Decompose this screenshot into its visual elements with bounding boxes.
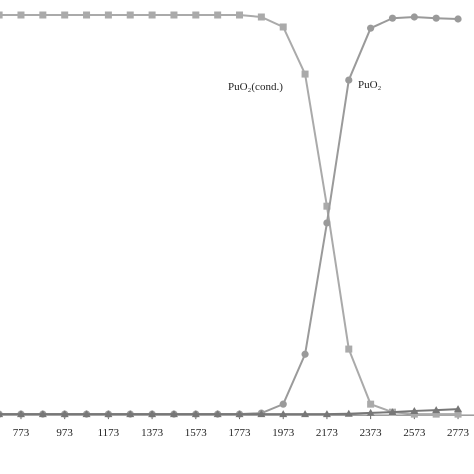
x-tick-label: 2373 (360, 427, 383, 439)
marker (16, 410, 25, 418)
marker (60, 410, 69, 418)
marker (236, 11, 244, 19)
marker (454, 15, 462, 23)
marker (301, 410, 310, 418)
marker (191, 410, 200, 418)
marker (169, 410, 178, 418)
marker (257, 410, 266, 418)
x-tick-label: 773 (13, 427, 30, 439)
marker (367, 400, 375, 408)
marker (301, 70, 309, 78)
marker (126, 410, 135, 418)
x-tick-label: 2173 (316, 427, 339, 439)
marker (17, 11, 25, 19)
x-tick-label: 2573 (403, 427, 426, 439)
marker (323, 219, 331, 227)
series-label: PuO₂(cond.) (228, 81, 283, 93)
marker (301, 350, 309, 358)
marker (345, 345, 353, 353)
marker (257, 13, 265, 21)
series-line (0, 14, 459, 416)
marker (388, 408, 397, 416)
series-label: PuO₂ (358, 79, 382, 91)
marker (38, 410, 47, 418)
marker (367, 24, 375, 32)
marker (235, 410, 244, 418)
marker (345, 76, 353, 84)
marker (432, 406, 441, 414)
marker (344, 409, 353, 417)
marker (213, 410, 222, 418)
marker (322, 410, 331, 418)
marker (279, 23, 287, 31)
marker (432, 410, 440, 418)
marker (279, 410, 288, 418)
marker (323, 202, 331, 210)
marker (279, 400, 287, 408)
series-line (0, 408, 459, 416)
x-tick-label: 1373 (141, 427, 164, 439)
marker (192, 11, 200, 19)
marker (0, 11, 3, 19)
marker (104, 410, 113, 418)
marker (0, 411, 4, 418)
x-tick-label: 1973 (272, 427, 295, 439)
marker (148, 11, 156, 19)
x-tick-label: 1173 (98, 427, 120, 439)
x-tick-label: 1573 (185, 427, 208, 439)
marker (126, 11, 134, 19)
marker (410, 410, 418, 418)
marker (410, 13, 418, 21)
marker (170, 11, 178, 19)
marker (432, 14, 440, 22)
marker (83, 11, 91, 19)
x-tick-label: 2773 (447, 427, 470, 439)
marker (454, 405, 463, 413)
marker (104, 11, 112, 19)
marker (388, 14, 397, 22)
x-tick-label: 973 (56, 427, 73, 439)
marker (410, 406, 419, 414)
marker (82, 410, 91, 418)
marker (454, 410, 462, 418)
marker (39, 11, 47, 19)
marker (366, 408, 375, 416)
marker (148, 410, 157, 418)
marker (61, 11, 69, 19)
marker (214, 11, 222, 19)
series-line (0, 16, 459, 416)
x-tick-label: 1773 (229, 427, 252, 439)
